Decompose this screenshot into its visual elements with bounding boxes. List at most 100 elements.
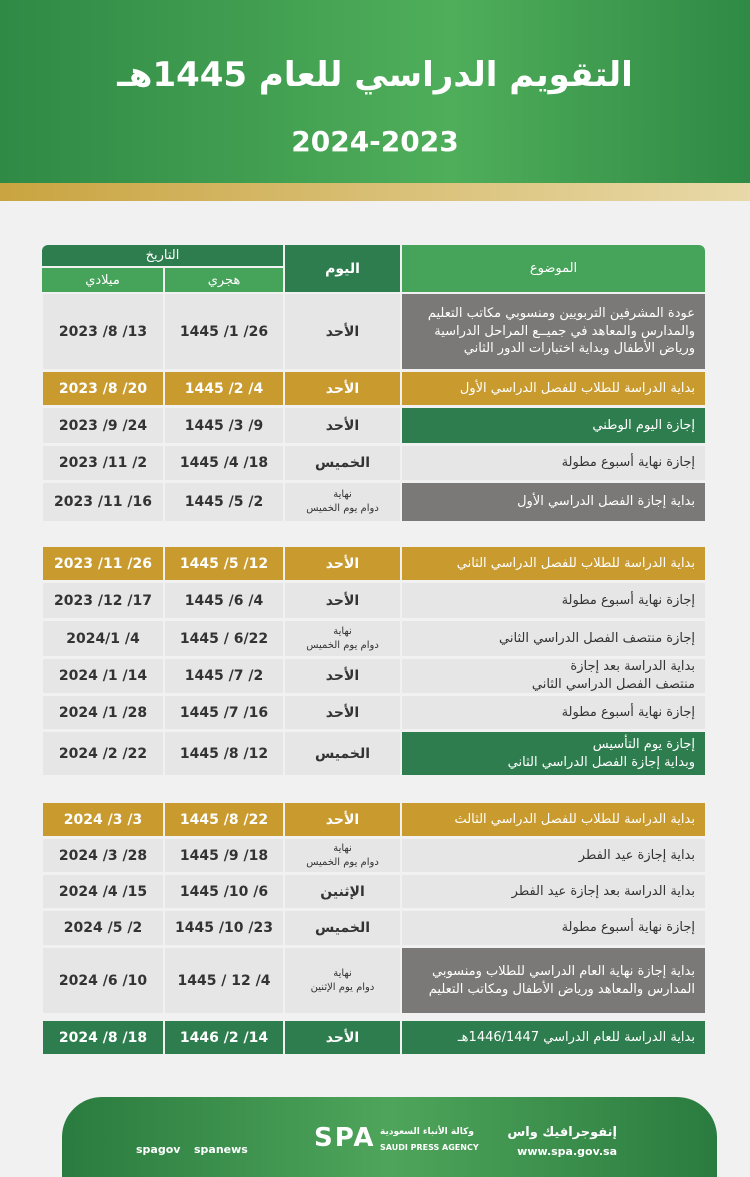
day: نهاية دوام يوم الإثنين <box>283 948 400 1013</box>
table-row: بداية إجازة الفصل الدراسي الأول نهاية دوا… <box>42 483 705 521</box>
table-section: بداية الدراسة للطلاب للفصل الدراسي الثال… <box>42 803 705 1013</box>
table-row: إجازة نهاية أسبوع مطولة الأحد 1445 /7 /16 2… <box>42 696 705 729</box>
gregorian-date: 2024 /8 /18 <box>43 1021 163 1054</box>
hijri-date: 1445 / 12 /4 <box>163 948 283 1013</box>
gregorian-date: 2024 /4 /15 <box>43 875 163 908</box>
gregorian-date: 2023 /11 /2 <box>43 446 163 480</box>
gregorian-date: 2024/1 /4 <box>43 621 163 656</box>
table-section: عودة المشرفين التربويين ومنسوبي مكاتب ال… <box>42 294 705 521</box>
table-row: بداية إجازة عيد الفطر نهاية دوام يوم الخم… <box>42 839 705 872</box>
footer-url: www.spa.gov.sa <box>517 1145 617 1158</box>
gregorian-date: 2023 /12 /17 <box>43 583 163 618</box>
day: الأحد <box>283 659 400 693</box>
table-row: بداية الدراسة للطلاب للفصل الدراسي الثان… <box>42 547 705 580</box>
topic: بداية الدراسة للطلاب للفصل الدراسي الثال… <box>400 803 705 836</box>
table-row: بداية إجازة نهاية العام الدراسي للطلاب و… <box>42 948 705 1013</box>
topic: بداية الدراسة للطلاب للفصل الدراسي الثان… <box>400 547 705 580</box>
gregorian-date: 2023 /8 /13 <box>43 294 163 369</box>
topic: إجازة نهاية أسبوع مطولة <box>400 911 705 945</box>
day: الأحد <box>283 1021 400 1054</box>
topic: إجازة يوم التأسيس وبداية إجازة الفصل الد… <box>400 732 705 775</box>
topic: بداية الدراسة بعد إجازة عيد الفطر <box>400 875 705 908</box>
table-row: بداية الدراسة للطلاب للفصل الدراسي الثال… <box>42 803 705 836</box>
gregorian-date: 2024 /3 /28 <box>43 839 163 872</box>
table-row: إجازة نهاية أسبوع مطولة الخميس 1445 /4 /18… <box>42 446 705 480</box>
gregorian-date: 2024 /6 /10 <box>43 948 163 1013</box>
table-row: بداية الدراسة بعد إجازة منتصف الفصل الدر… <box>42 659 705 693</box>
day: نهاية دوام يوم الخميس <box>283 621 400 656</box>
topic: عودة المشرفين التربويين ومنسوبي مكاتب ال… <box>400 294 705 369</box>
topic: بداية إجازة عيد الفطر <box>400 839 705 872</box>
hijri-date: 1445 /7 /16 <box>163 696 283 729</box>
table-row: إجازة يوم التأسيس وبداية إجازة الفصل الد… <box>42 732 705 775</box>
table-row: إجازة اليوم الوطني الأحد 1445 /3 /9 2023 /9… <box>42 408 705 443</box>
gregorian-date: 2023 /11 /16 <box>43 483 163 521</box>
footer-handle1: spagov <box>136 1143 181 1156</box>
footer-brand: إنفوجرافيك واس <box>507 1125 617 1140</box>
topic: إجازة نهاية أسبوع مطولة <box>400 583 705 618</box>
gregorian-date: 2024 /5 /2 <box>43 911 163 945</box>
hijri-date: 1445 /10 /6 <box>163 875 283 908</box>
hijri-date: 1445 /10 /23 <box>163 911 283 945</box>
gregorian-date: 2024 /3 /3 <box>43 803 163 836</box>
topic: بداية إجازة نهاية العام الدراسي للطلاب و… <box>400 948 705 1013</box>
table-row: بداية الدراسة للطلاب للفصل الدراسي الأول… <box>42 372 705 405</box>
topic: إجازة منتصف الفصل الدراسي الثاني <box>400 621 705 656</box>
gregorian-date: 2023 /9 /24 <box>43 408 163 443</box>
gold-stripe <box>0 183 750 201</box>
gregorian-date: 2023 /11 /26 <box>43 547 163 580</box>
hijri-date: 1445 /8 /12 <box>163 732 283 775</box>
day: الأحد <box>283 547 400 580</box>
day: الخميس <box>283 732 400 775</box>
topic: إجازة نهاية أسبوع مطولة <box>400 446 705 480</box>
hijri-date: 1445 / 6/22 <box>163 621 283 656</box>
gregorian-date: 2024 /1 /28 <box>43 696 163 729</box>
hijri-date: 1445 /2 /4 <box>163 372 283 405</box>
col-topic: الموضوع <box>400 245 705 292</box>
col-day: اليوم <box>283 245 400 292</box>
footer-handle2: spanews <box>194 1143 248 1156</box>
calendar-table: الموضوع اليوم التاريخ هجري ميلادي عودة ا… <box>42 245 705 1057</box>
day: الخميس <box>283 446 400 480</box>
table-row: إجازة نهاية أسبوع مطولة الخميس 1445 /10 /2… <box>42 911 705 945</box>
title: التقويم الدراسي للعام 1445هـ <box>117 55 633 95</box>
table-row: بداية الدراسة للعام الدراسي 1446/1447هـ ا… <box>42 1021 705 1054</box>
footer: إنفوجرافيك واس www.spa.gov.sa SPA وكالة … <box>62 1097 717 1177</box>
header-bg <box>0 0 750 185</box>
table-row: بداية الدراسة بعد إجازة عيد الفطر الإثنين… <box>42 875 705 908</box>
footer-agency-en: SAUDI PRESS AGENCY <box>380 1143 479 1152</box>
hijri-date: 1445 /4 /18 <box>163 446 283 480</box>
table-section: بداية الدراسة للطلاب للفصل الدراسي الثان… <box>42 547 705 775</box>
table-row: عودة المشرفين التربويين ومنسوبي مكاتب ال… <box>42 294 705 369</box>
day: الأحد <box>283 372 400 405</box>
col-date: التاريخ <box>42 245 283 268</box>
day: نهاية دوام يوم الخميس <box>283 839 400 872</box>
gregorian-date: 2023 /8 /20 <box>43 372 163 405</box>
day: نهاية دوام يوم الخميس <box>283 483 400 521</box>
hijri-date: 1445 /5 /12 <box>163 547 283 580</box>
day: الأحد <box>283 294 400 369</box>
hijri-date: 1445 /3 /9 <box>163 408 283 443</box>
topic: بداية الدراسة بعد إجازة منتصف الفصل الدر… <box>400 659 705 693</box>
hijri-date: 1445 /5 /2 <box>163 483 283 521</box>
hijri-date: 1445 /7 /2 <box>163 659 283 693</box>
col-gregorian: ميلادي <box>42 268 163 292</box>
hijri-date: 1445 /1 /26 <box>163 294 283 369</box>
hijri-date: 1446 /2 /14 <box>163 1021 283 1054</box>
hijri-date: 1445 /9 /18 <box>163 839 283 872</box>
day: الأحد <box>283 408 400 443</box>
col-hijri: هجري <box>163 268 283 292</box>
topic: إجازة اليوم الوطني <box>400 408 705 443</box>
gregorian-date: 2024 /2 /22 <box>43 732 163 775</box>
day: الخميس <box>283 911 400 945</box>
topic: بداية الدراسة للعام الدراسي 1446/1447هـ <box>400 1021 705 1054</box>
table-row: إجازة منتصف الفصل الدراسي الثاني نهاية دو… <box>42 621 705 656</box>
table-row: إجازة نهاية أسبوع مطولة الأحد 1445 /6 /4 20… <box>42 583 705 618</box>
footer-logo: SPA <box>314 1123 376 1153</box>
col-date-group: التاريخ هجري ميلادي <box>42 245 283 292</box>
years: 2024-2023 <box>291 125 459 158</box>
gregorian-date: 2024 /1 /14 <box>43 659 163 693</box>
day: الأحد <box>283 803 400 836</box>
day: الأحد <box>283 696 400 729</box>
